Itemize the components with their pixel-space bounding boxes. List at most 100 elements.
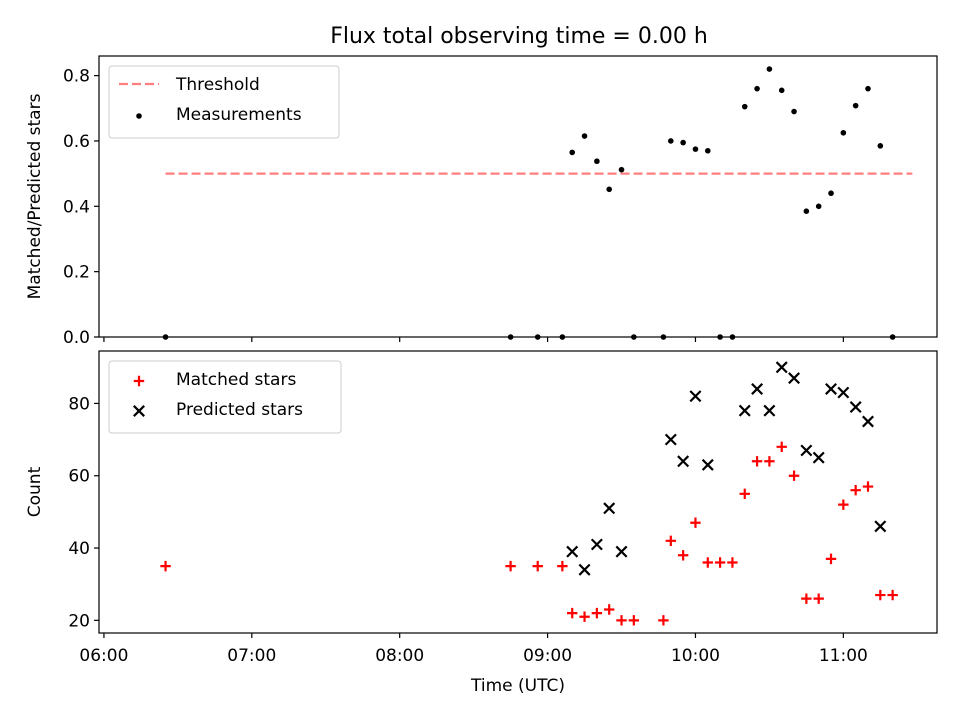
- data-point: [828, 190, 834, 197]
- legend-box: [108, 360, 342, 434]
- data-point: [658, 615, 669, 626]
- data-point: [862, 481, 874, 492]
- data-point: [590, 538, 603, 551]
- y-tick-label: 20: [68, 611, 90, 631]
- data-point: [668, 138, 674, 144]
- data-point: [837, 386, 850, 399]
- data-point: [616, 615, 627, 626]
- x-tick-label: 11:00: [819, 646, 868, 666]
- data-point: [775, 361, 788, 374]
- y-tick-label: 80: [68, 394, 90, 414]
- y-tick-label: 60: [68, 467, 90, 487]
- data-point: [791, 108, 797, 115]
- data-point: [603, 502, 616, 515]
- data-point: [813, 593, 824, 604]
- data-point: [741, 103, 748, 110]
- x-tick-label: 10:00: [671, 646, 720, 666]
- y-axis-label: Count: [25, 466, 45, 517]
- data-point: [628, 615, 640, 626]
- data-point: [160, 560, 171, 572]
- data-point: [887, 589, 898, 601]
- data-point: [557, 560, 568, 572]
- data-point: [738, 404, 751, 417]
- x-tick-label: 07:00: [227, 646, 276, 666]
- data-point: [751, 456, 763, 467]
- data-point: [578, 563, 591, 576]
- data-point: [677, 455, 690, 468]
- data-point: [776, 441, 787, 453]
- data-point: [631, 334, 637, 340]
- data-point: [566, 545, 579, 558]
- data-point: [727, 557, 738, 568]
- data-point: [701, 458, 714, 471]
- data-point: [800, 444, 813, 457]
- data-point: [532, 560, 543, 572]
- data-point: [664, 433, 677, 446]
- y-tick-label: 0.2: [63, 263, 90, 283]
- data-point: [665, 535, 677, 547]
- y-tick-label: 40: [68, 539, 90, 559]
- legend-box: [108, 65, 340, 139]
- data-point: [507, 334, 514, 340]
- data-point: [680, 139, 686, 146]
- data-point: [704, 147, 711, 154]
- data-point: [615, 545, 628, 558]
- plot-layer: 0.0 0.2 0.4 0.6 0.8 Matched/Predicted stars Th…: [25, 55, 938, 696]
- data-point: [751, 382, 764, 395]
- data-point: [603, 604, 615, 615]
- data-point: [692, 146, 699, 152]
- data-point: [591, 607, 603, 619]
- plot-frame: [98, 55, 938, 338]
- data-point: [567, 607, 578, 619]
- legend-label: Matched stars: [176, 370, 296, 390]
- data-point: [803, 208, 810, 215]
- data-point: [862, 415, 874, 428]
- data-point: [569, 149, 576, 156]
- data-point: [559, 334, 566, 340]
- data-point: [874, 520, 887, 533]
- data-point: [788, 470, 800, 481]
- data-point: [766, 66, 773, 72]
- data-point: [594, 158, 600, 165]
- x-axis-label: Time (UTC): [470, 676, 565, 696]
- legend-label: Predicted stars: [176, 400, 303, 420]
- data-point: [889, 334, 896, 340]
- data-point: [660, 334, 667, 340]
- data-point: [825, 553, 837, 565]
- data-point: [788, 372, 801, 385]
- data-point: [581, 133, 588, 139]
- data-point: [505, 560, 516, 572]
- data-point: [850, 484, 861, 496]
- data-point: [778, 87, 785, 94]
- data-point: [729, 334, 736, 340]
- plot-frame: [98, 350, 938, 634]
- legend-swatch-marker: [133, 375, 145, 387]
- y-axis-label: Matched/Predicted stars: [25, 93, 45, 299]
- data-point: [754, 85, 760, 92]
- data-point: [618, 166, 625, 173]
- y-tick-label: 0.8: [63, 67, 90, 87]
- data-point: [877, 143, 884, 149]
- data-point: [739, 488, 750, 500]
- data-point: [815, 203, 822, 210]
- data-point: [825, 382, 837, 395]
- x-tick-label: 09:00: [523, 646, 572, 666]
- data-point: [840, 129, 847, 136]
- legend-swatch-marker: [136, 113, 142, 119]
- legend-label: Measurements: [176, 105, 302, 125]
- data-point: [677, 550, 689, 561]
- data-point: [812, 451, 825, 464]
- x-tick-label: 08:00: [375, 646, 424, 666]
- data-point: [606, 186, 612, 193]
- data-point: [162, 334, 169, 340]
- data-point: [801, 593, 812, 604]
- x-tick-label: 06:00: [79, 646, 128, 666]
- data-point: [579, 611, 590, 622]
- data-point: [875, 589, 886, 601]
- y-tick-label: 0.4: [63, 197, 90, 217]
- data-point: [865, 85, 871, 92]
- legend-swatch-marker: [133, 405, 145, 417]
- data-point: [849, 401, 862, 414]
